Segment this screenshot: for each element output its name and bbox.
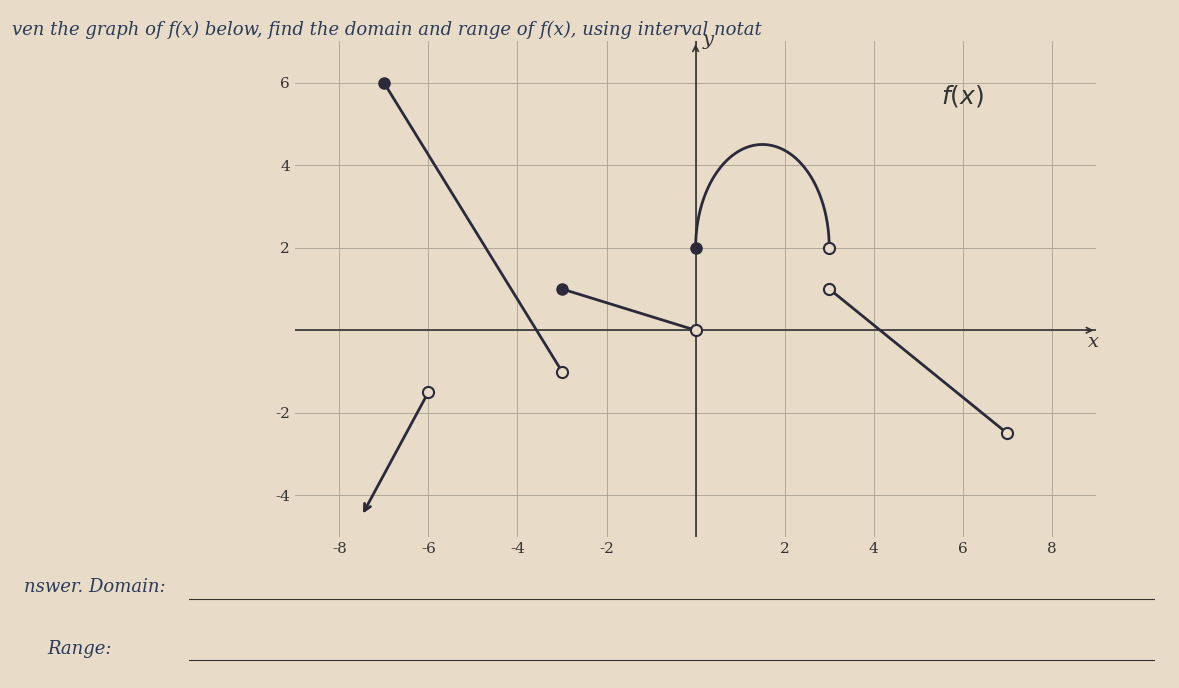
Text: nswer. Domain:: nswer. Domain: — [24, 578, 165, 596]
Text: x: x — [1087, 333, 1099, 351]
Text: y: y — [703, 32, 713, 50]
Text: $f(x)$: $f(x)$ — [941, 83, 983, 109]
Text: Range:: Range: — [47, 640, 112, 658]
Text: ven the graph of f(x) below, find the domain and range of f(x), using interval n: ven the graph of f(x) below, find the do… — [12, 21, 762, 39]
